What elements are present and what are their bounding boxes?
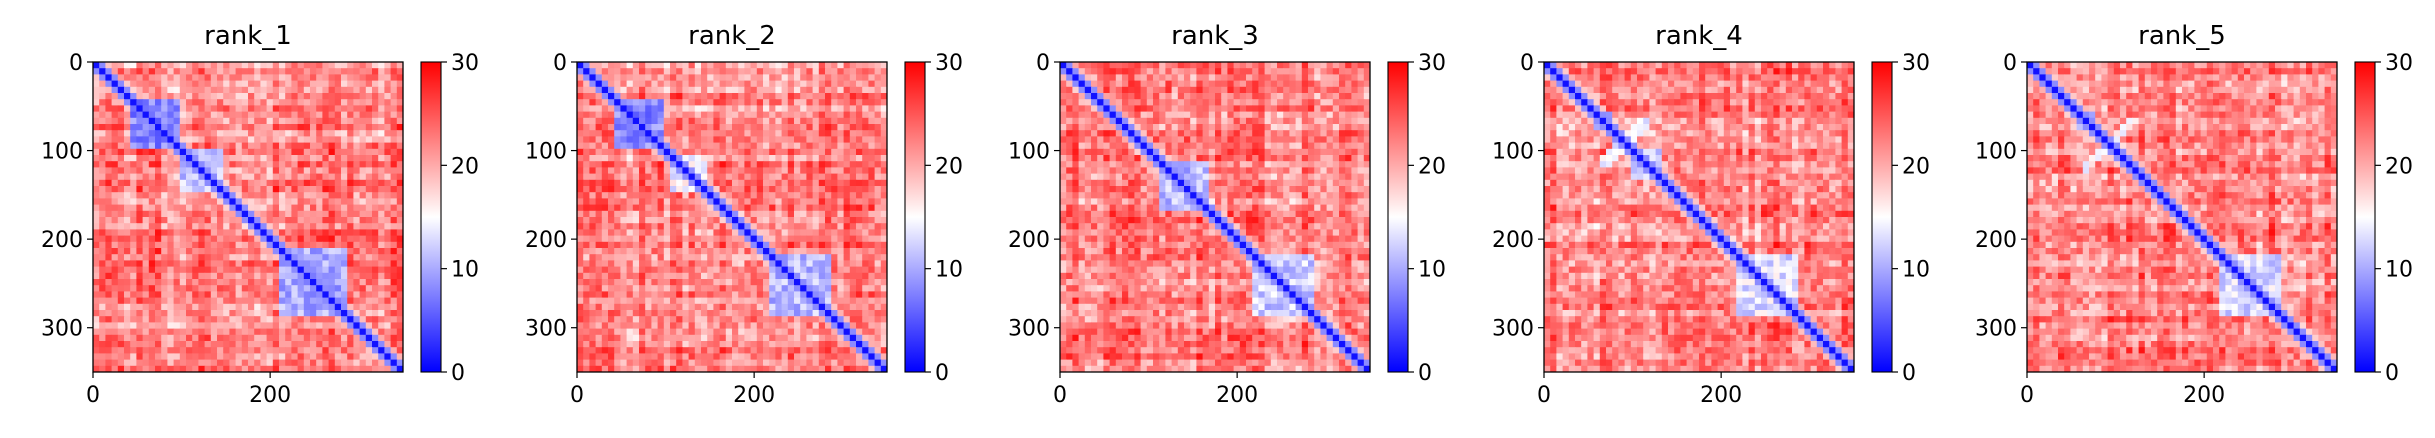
heatmap-panel-5: rank_5 0 200 0 100 200 300 0 10 20 30 <box>1975 21 2413 408</box>
colorbar-tick-label: 30 <box>1902 51 1930 76</box>
y-tick-label: 300 <box>41 317 83 342</box>
y-tick-label: 100 <box>1975 140 2017 165</box>
y-tick-label: 0 <box>1520 51 1534 76</box>
colorbar-tick-label: 30 <box>2385 51 2413 76</box>
colorbar-tick-label: 0 <box>451 361 465 386</box>
axes-frame <box>576 61 888 373</box>
y-tick-label: 0 <box>2003 51 2017 76</box>
colorbar-gradient <box>1871 61 1893 373</box>
panel-title: rank_4 <box>1655 21 1743 51</box>
heatmap-panel-1: rank_1 0 200 0 100 200 300 0 10 20 30 <box>41 21 479 408</box>
colorbar-tick-label: 0 <box>1418 361 1432 386</box>
y-tick-label: 200 <box>1492 228 1534 253</box>
y-tick-label: 200 <box>1008 228 1050 253</box>
axes-frame <box>1543 61 1855 373</box>
panel-title: rank_1 <box>204 21 292 51</box>
y-tick-label: 0 <box>69 51 83 76</box>
colorbar-tick-label: 30 <box>935 51 963 76</box>
y-tick-label: 100 <box>1008 140 1050 165</box>
colorbar-tick-label: 10 <box>1418 258 1446 283</box>
x-tick-label: 200 <box>249 383 291 408</box>
heatmap-image <box>2027 62 2337 372</box>
y-tick-label: 0 <box>553 51 567 76</box>
colorbar-gradient <box>2354 61 2376 373</box>
axes-frame <box>1059 61 1371 373</box>
x-tick-label: 200 <box>733 383 775 408</box>
y-tick-label: 100 <box>41 140 83 165</box>
colorbar-tick-label: 20 <box>1902 154 1930 179</box>
x-tick-label: 0 <box>1537 383 1551 408</box>
colorbar-tick-label: 10 <box>451 258 479 283</box>
x-tick-label: 200 <box>2183 383 2225 408</box>
colorbar-tick-label: 20 <box>1418 154 1446 179</box>
colorbar-tick-label: 30 <box>1418 51 1446 76</box>
x-tick-label: 0 <box>570 383 584 408</box>
colorbar: 0 10 20 30 <box>420 51 479 386</box>
colorbar-tick-label: 10 <box>935 258 963 283</box>
y-tick-label: 0 <box>1036 51 1050 76</box>
x-tick-label: 0 <box>1053 383 1067 408</box>
colorbar-tick-label: 10 <box>2385 258 2413 283</box>
colorbar-tick-label: 30 <box>451 51 479 76</box>
colorbar: 0 10 20 30 <box>1871 51 1930 386</box>
colorbar: 0 10 20 30 <box>1387 51 1446 386</box>
colorbar: 0 10 20 30 <box>2354 51 2413 386</box>
heatmap-image <box>93 62 403 372</box>
panel-title: rank_2 <box>688 21 776 51</box>
x-tick-label: 0 <box>2020 383 2034 408</box>
heatmap-panel-3: rank_3 0 200 0 100 200 300 0 10 20 30 <box>1008 21 1446 408</box>
colorbar-tick-label: 20 <box>451 154 479 179</box>
y-tick-label: 300 <box>1492 317 1534 342</box>
axes-frame <box>2026 61 2338 373</box>
x-tick-label: 200 <box>1216 383 1258 408</box>
colorbar: 0 10 20 30 <box>904 51 963 386</box>
panel-title: rank_5 <box>2138 21 2226 51</box>
colorbar-tick-label: 0 <box>935 361 949 386</box>
axes-frame <box>92 61 404 373</box>
colorbar-tick-label: 0 <box>1902 361 1916 386</box>
x-tick-label: 0 <box>86 383 100 408</box>
heatmap-image <box>1060 62 1370 372</box>
colorbar-tick-label: 10 <box>1902 258 1930 283</box>
heatmap-panel-2: rank_2 0 200 0 100 200 300 0 10 20 30 <box>525 21 963 408</box>
heatmap-panel-4: rank_4 0 200 0 100 200 300 0 10 20 30 <box>1492 21 1930 408</box>
y-tick-label: 300 <box>525 317 567 342</box>
heatmap-image <box>1544 62 1854 372</box>
colorbar-tick-label: 20 <box>2385 154 2413 179</box>
y-tick-label: 200 <box>525 228 567 253</box>
x-tick-label: 200 <box>1700 383 1742 408</box>
y-tick-label: 200 <box>41 228 83 253</box>
colorbar-tick-label: 0 <box>2385 361 2399 386</box>
y-tick-label: 100 <box>525 140 567 165</box>
y-tick-label: 300 <box>1008 317 1050 342</box>
colorbar-gradient <box>1387 61 1409 373</box>
colorbar-gradient <box>904 61 926 373</box>
colorbar-tick-label: 20 <box>935 154 963 179</box>
y-tick-label: 100 <box>1492 140 1534 165</box>
panel-title: rank_3 <box>1171 21 1259 51</box>
colorbar-gradient <box>420 61 442 373</box>
heatmap-image <box>577 62 887 372</box>
y-tick-label: 300 <box>1975 317 2017 342</box>
y-tick-label: 200 <box>1975 228 2017 253</box>
